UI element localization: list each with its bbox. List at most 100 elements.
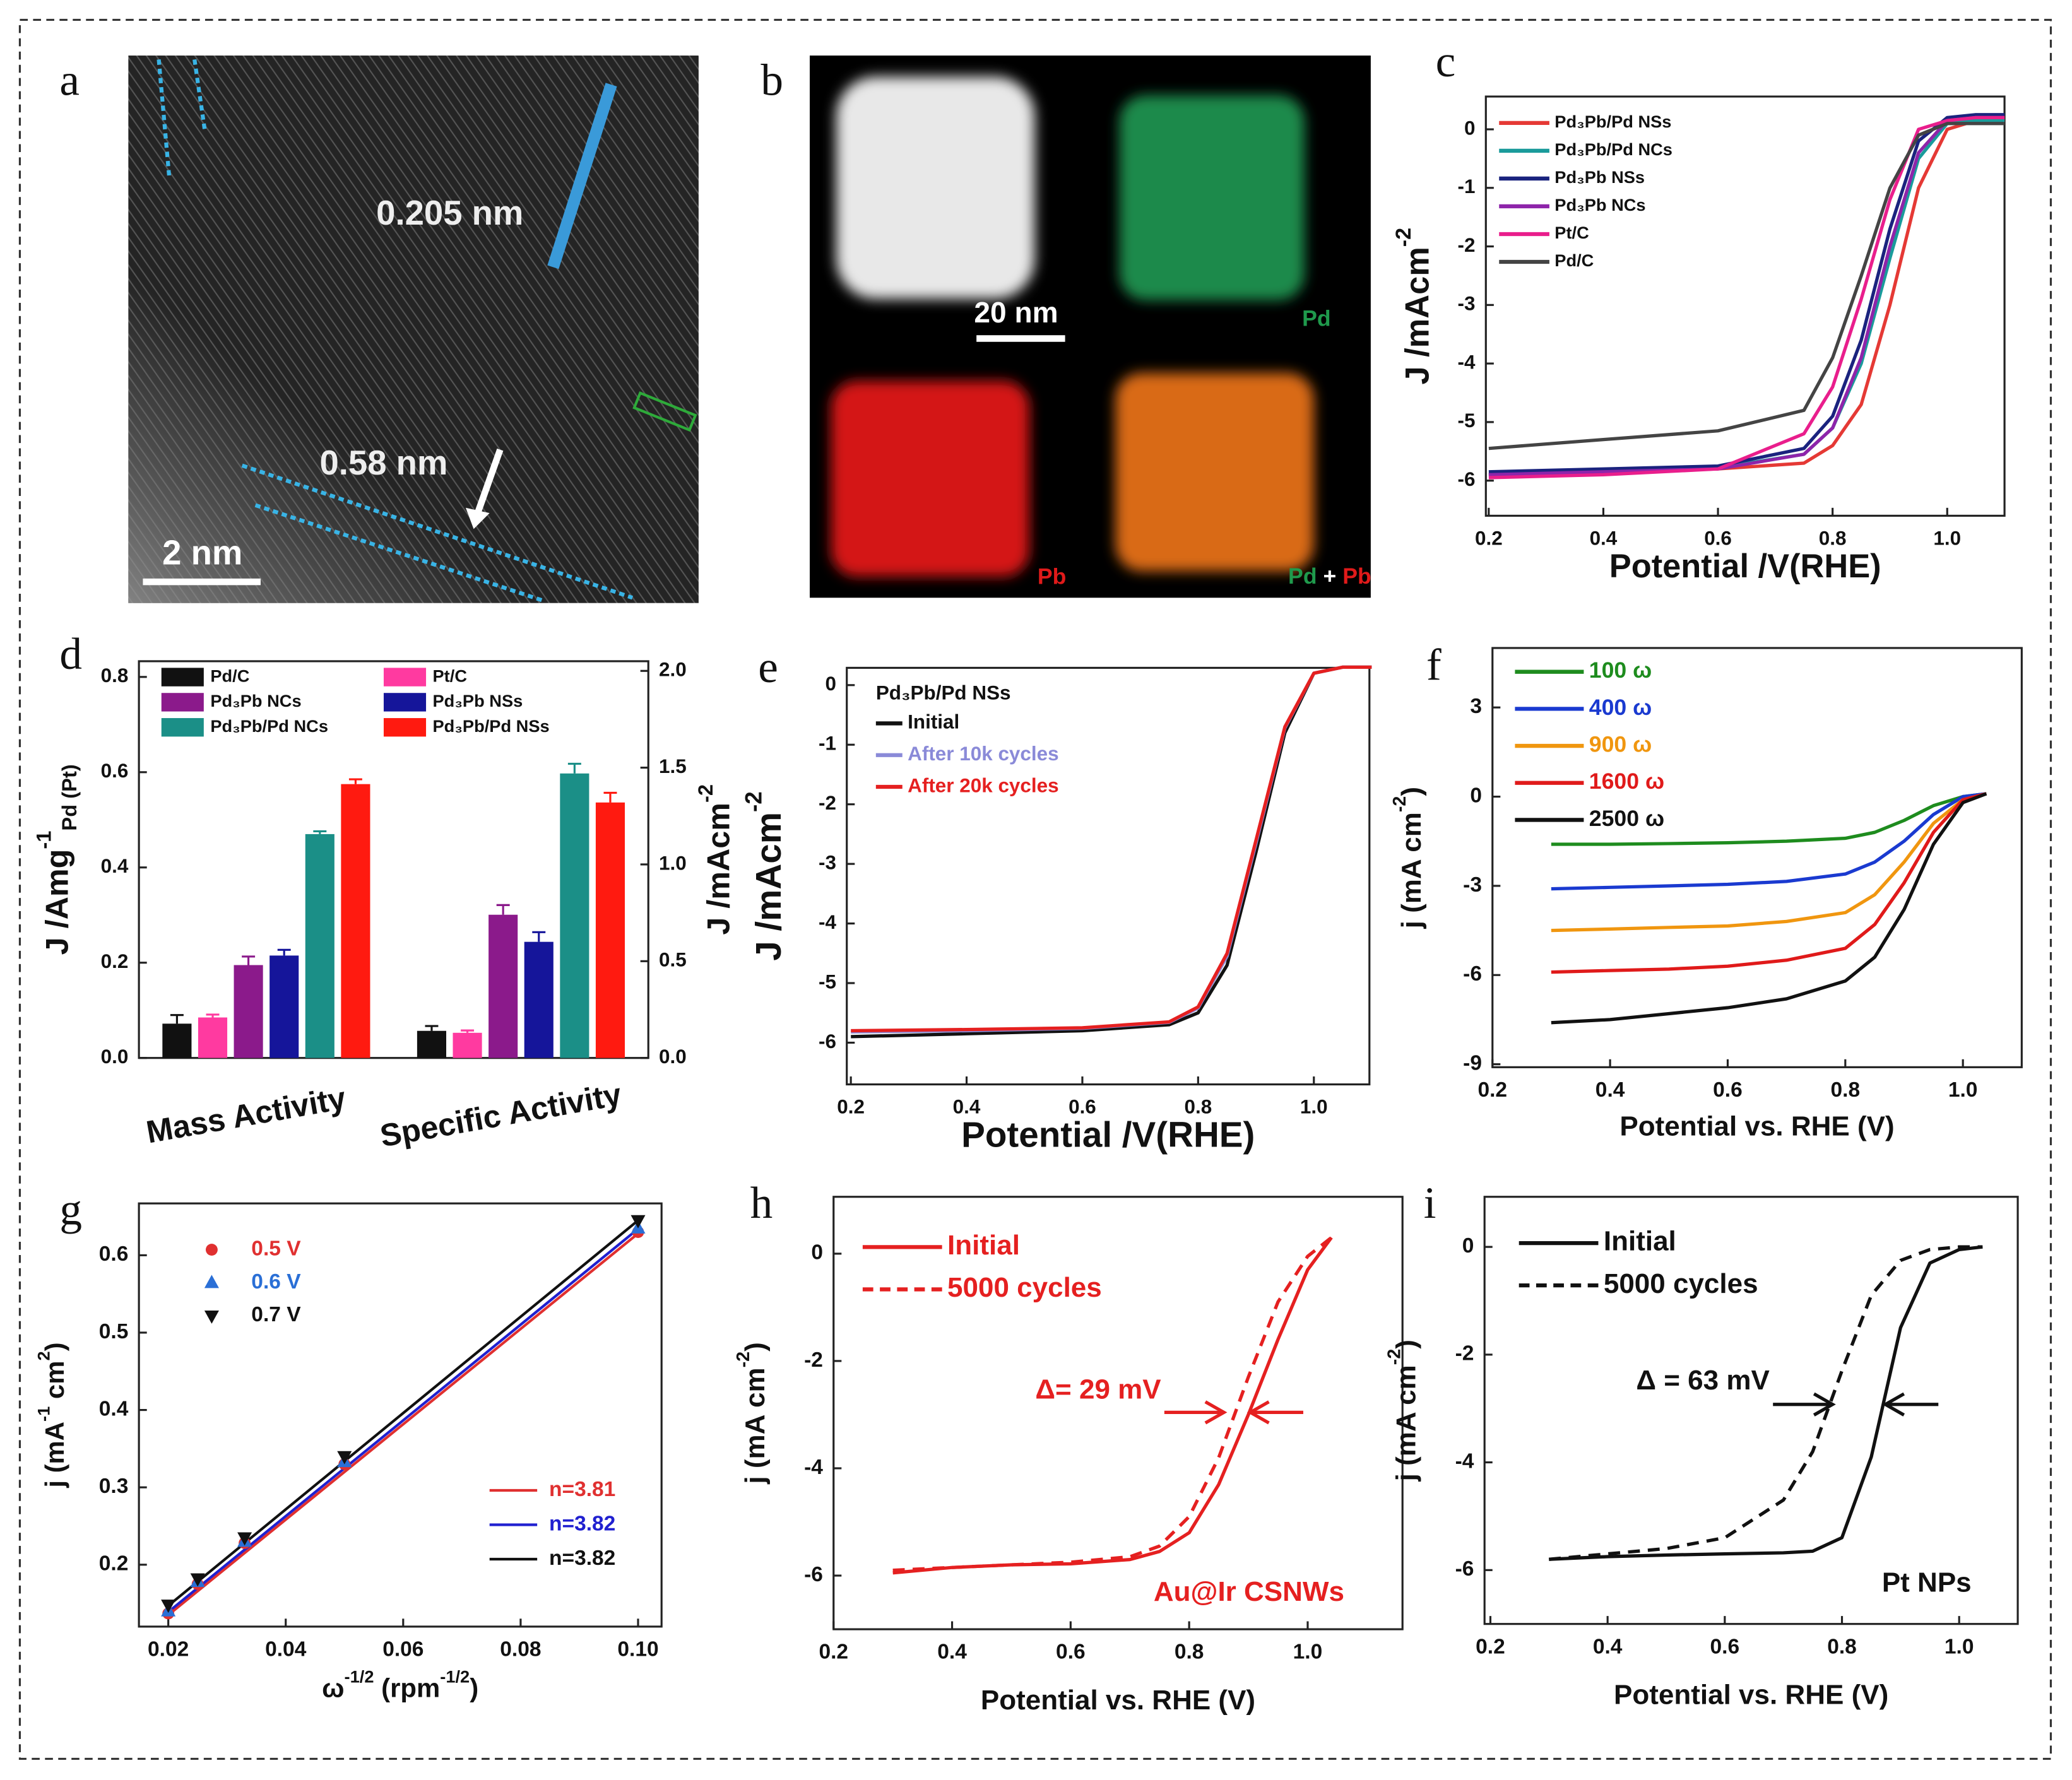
x-tick-label: 0.08 [500, 1637, 541, 1661]
label-part: -2 [1392, 228, 1416, 247]
label-part: -2 [733, 1352, 754, 1368]
panel-label: b [761, 55, 783, 105]
y-tick-label: 0.2 [99, 1552, 129, 1576]
data-line [1488, 113, 2005, 474]
y-tick-label: -6 [1458, 468, 1476, 490]
spacing-marker [547, 83, 617, 269]
annotation-arrow-head [1882, 1392, 1905, 1417]
y-tick-label: 0.4 [99, 1397, 129, 1420]
overlay-map [1115, 373, 1314, 572]
legend-label: Pd₃Pb/Pd NSs [433, 716, 550, 736]
plot-frame [138, 1202, 663, 1628]
plot-frame [1483, 1196, 2019, 1625]
y-axis-label: j (mA-1 cm2) [33, 1342, 69, 1488]
bar [198, 1017, 228, 1058]
data-point [161, 1600, 176, 1613]
scale-label: 2 nm [162, 534, 242, 572]
y-tick-label: -4 [1455, 1449, 1474, 1473]
y2-tick-label: 1.0 [659, 852, 687, 874]
y-tick-label: 0.8 [101, 664, 129, 687]
legend-label: 100 ω [1589, 657, 1652, 683]
panel-b: b 20 nm Pd Pb Pd + Pb [761, 55, 1371, 598]
legend-label: Initial [1604, 1226, 1676, 1257]
label-part: J /mAcm [701, 803, 737, 935]
data-line [1551, 792, 1987, 891]
legend-swatch [383, 718, 427, 737]
data-line [1488, 115, 2005, 480]
pb-map [831, 380, 1030, 577]
bar [524, 941, 554, 1058]
label-part: -2 [1384, 1349, 1404, 1365]
y-tick-label: 0 [1462, 1234, 1474, 1258]
element-label: Pd [1302, 306, 1331, 331]
x-tick-label: 0.6 [1710, 1635, 1740, 1658]
x-axis-label: Potential /V(RHE) [961, 1114, 1255, 1154]
label-part: -2 [694, 784, 717, 803]
legend-label: Initial [908, 711, 959, 733]
legend-label: 0.5 V [251, 1237, 301, 1260]
plot-frame [846, 666, 1371, 1086]
y-tick-label: -6 [1463, 962, 1482, 986]
plot-frame [1484, 95, 2006, 517]
bar [560, 773, 589, 1058]
y2-tick-label: 2.0 [659, 659, 687, 681]
x-axis-label: Potential vs. RHE (V) [1614, 1680, 1888, 1711]
label-part: Pd (Pt) [57, 764, 81, 830]
legend-label: 900 ω [1589, 731, 1652, 757]
y-tick-label: -2 [819, 792, 836, 814]
x-tick-label: 0.2 [1476, 1635, 1505, 1658]
x-tick-label: 0.2 [1475, 527, 1503, 549]
y-tick-label: -2 [804, 1348, 823, 1372]
y-tick-label: -1 [1458, 175, 1476, 197]
legend-label: n=3.81 [549, 1478, 615, 1501]
data-point [237, 1532, 252, 1546]
y-tick-label: -4 [1458, 351, 1476, 373]
data-point [204, 1310, 219, 1324]
x-tick-label: 0.2 [819, 1641, 848, 1664]
error-bar [567, 762, 581, 774]
legend-label: 5000 cycles [1604, 1268, 1758, 1299]
legend-label: Pt/C [1554, 223, 1589, 242]
error-bar [313, 830, 327, 834]
error-bar [206, 1013, 220, 1018]
data-point [337, 1451, 352, 1465]
legend-label: Pd/C [210, 666, 249, 685]
x-tick-label: 0.8 [1831, 1078, 1861, 1102]
y-tick-label: -3 [1458, 293, 1476, 315]
label-part: ) [740, 1342, 771, 1352]
annotation: Au@Ir CSNWs [1154, 1576, 1344, 1607]
label-part: -2 [1390, 796, 1410, 813]
annotation: Δ = 63 mV [1636, 1365, 1770, 1396]
legend-label: Pd₃Pb NSs [1554, 167, 1645, 187]
y2-axis-label: J /mAcm-2 [694, 784, 737, 935]
arrow [474, 448, 504, 514]
figure-border [18, 18, 2052, 1760]
x-tick-label: 0.8 [1175, 1641, 1204, 1664]
label-part: -1/2 [440, 1667, 470, 1687]
y-tick-label: -1 [819, 733, 836, 755]
error-bar [277, 948, 291, 956]
y-axis-label: J /mAcm-2 [740, 791, 788, 961]
label-part: -1 [32, 831, 55, 849]
label-part: ) [1396, 787, 1427, 796]
x-axis-label: ω-1/2 (rpm-1/2) [322, 1667, 478, 1703]
label-part: J /mAcm [749, 812, 788, 961]
annotation: Pt NPs [1882, 1567, 1972, 1598]
legend-label: 1600 ω [1589, 769, 1664, 794]
label-part: ) [40, 1342, 69, 1351]
x-tick-label: 0.6 [1704, 527, 1732, 549]
label-part: j (mA [40, 1422, 69, 1488]
annotation: 0.205 nm [376, 194, 523, 232]
panel-label: e [758, 642, 778, 692]
label-part: j (mA cm [1396, 812, 1427, 929]
legend-label: 0.7 V [251, 1303, 301, 1326]
haadf-map [836, 76, 1035, 299]
legend-label: Pd₃Pb NSs [433, 691, 523, 710]
label-part: ω [322, 1673, 344, 1703]
bar [595, 802, 625, 1058]
plot-frame [138, 660, 649, 1059]
y-tick-label: 0.6 [99, 1242, 129, 1266]
legend-label: Pt/C [433, 666, 467, 685]
data-line [1551, 792, 1987, 1025]
x-tick-label: 0.02 [148, 1637, 189, 1661]
